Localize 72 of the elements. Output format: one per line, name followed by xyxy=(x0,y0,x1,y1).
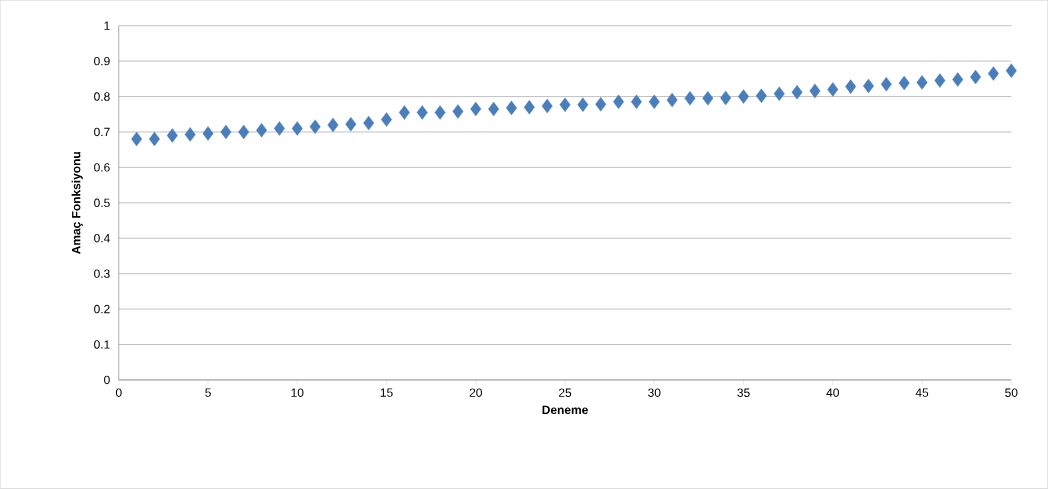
point xyxy=(434,105,446,120)
point xyxy=(131,132,143,147)
point xyxy=(398,105,410,120)
point xyxy=(470,101,482,117)
point xyxy=(238,124,250,140)
point xyxy=(720,90,732,106)
point xyxy=(327,117,339,133)
x-tick-label: 45 xyxy=(915,388,929,397)
point xyxy=(309,119,321,135)
point xyxy=(791,85,803,100)
point xyxy=(952,72,964,87)
x-tick-label: 5 xyxy=(205,388,211,397)
point xyxy=(541,99,553,114)
point xyxy=(523,100,535,115)
point xyxy=(880,77,892,92)
y-axis-title: Amaç Fonksiyonu xyxy=(71,152,83,255)
point xyxy=(595,97,607,112)
y-tick-label: 0 xyxy=(104,375,110,385)
y-tick-label: 0.6 xyxy=(94,163,110,172)
y-tick-label: 0.3 xyxy=(94,269,110,279)
point xyxy=(666,93,678,108)
x-tick-label: 10 xyxy=(291,388,304,398)
x-tick-label: 0 xyxy=(115,388,122,398)
point xyxy=(363,116,375,131)
point xyxy=(166,128,178,143)
point xyxy=(220,124,232,140)
y-tick-label: 0.8 xyxy=(94,92,110,101)
point xyxy=(648,94,660,110)
y-tick-label: 0.9 xyxy=(94,57,110,66)
y-tick-label: 0.7 xyxy=(94,127,110,137)
y-tick-label: 0.5 xyxy=(94,198,110,208)
x-tick-label: 15 xyxy=(380,388,393,397)
point xyxy=(755,88,767,104)
point xyxy=(381,112,392,127)
point xyxy=(630,94,642,110)
point xyxy=(970,70,982,85)
x-tick-label: 35 xyxy=(737,388,750,398)
point xyxy=(184,127,196,142)
point xyxy=(827,82,839,97)
point xyxy=(559,97,571,113)
x-tick-label: 40 xyxy=(826,388,839,398)
x-axis-title: Deneme xyxy=(542,405,588,415)
x-tick-label: 30 xyxy=(648,388,661,398)
point xyxy=(738,89,749,104)
point xyxy=(987,66,999,81)
x-tick-label: 50 xyxy=(1005,388,1018,398)
point xyxy=(898,76,910,91)
point xyxy=(1005,63,1017,79)
y-tick-label: 0.4 xyxy=(94,234,110,243)
point xyxy=(684,91,696,106)
point xyxy=(149,132,160,147)
point xyxy=(416,105,428,120)
y-tick-label: 0.2 xyxy=(94,304,110,314)
point xyxy=(273,121,285,136)
point xyxy=(613,94,625,110)
point xyxy=(845,79,857,94)
point xyxy=(202,126,214,141)
point xyxy=(452,104,464,119)
point xyxy=(934,73,946,88)
point xyxy=(809,83,821,99)
point xyxy=(916,75,928,90)
y-tick-label: 0.1 xyxy=(94,340,110,349)
y-tick-label: 1 xyxy=(104,21,110,30)
point xyxy=(773,86,785,102)
point xyxy=(345,117,357,132)
point xyxy=(256,123,268,138)
point xyxy=(702,91,714,106)
point xyxy=(577,97,589,113)
point xyxy=(291,121,303,136)
x-tick-label: 25 xyxy=(558,388,572,398)
point xyxy=(488,101,500,117)
x-tick-label: 20 xyxy=(469,388,482,398)
